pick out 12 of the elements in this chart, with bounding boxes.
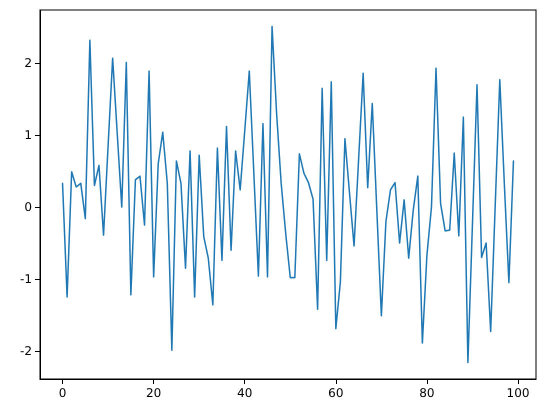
x-tick-label: 40 xyxy=(237,386,252,400)
line-series xyxy=(62,26,514,364)
y-tick-label: -1 xyxy=(20,272,32,286)
x-tick-label: 80 xyxy=(419,386,435,400)
y-tick-label: -2 xyxy=(20,344,32,358)
x-tick-label: 60 xyxy=(328,386,344,400)
x-tick-label: 0 xyxy=(58,386,66,400)
x-tick-label: 20 xyxy=(146,386,162,400)
y-tick-label: 0 xyxy=(24,200,32,214)
y-tick-label: 1 xyxy=(24,128,32,142)
y-tick-label: 2 xyxy=(24,56,32,70)
x-tick-label: 100 xyxy=(506,386,530,400)
